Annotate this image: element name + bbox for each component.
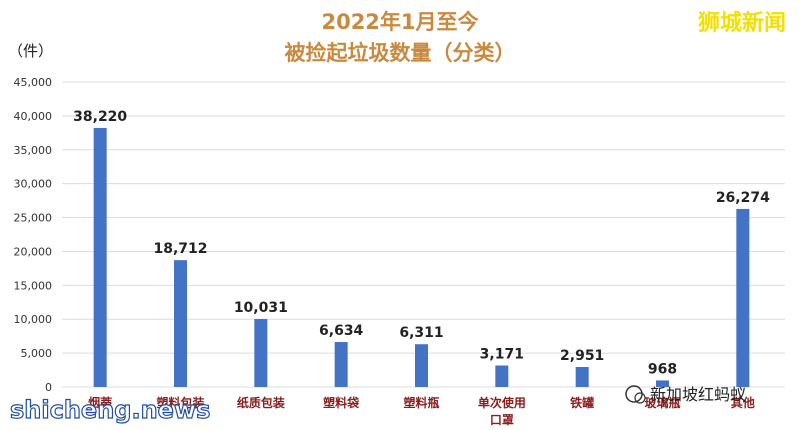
y-tick-label: 30,000	[14, 178, 53, 191]
x-tick-label: 铁罐	[570, 395, 594, 410]
x-tick-label: 玻璃瓶	[644, 395, 680, 410]
data-label: 3,171	[480, 347, 524, 363]
watermark-bottom-left: shicheng.news	[10, 396, 210, 424]
y-tick-label: 45,000	[14, 76, 53, 89]
wechat-icon-small	[634, 392, 646, 404]
x-tick-label: 纸质包装	[237, 395, 285, 410]
data-label: 26,274	[716, 190, 770, 206]
y-tick-label: 15,000	[14, 279, 53, 292]
x-tick-label: 塑料袋	[323, 395, 360, 410]
chart-title: 2022年1月至今	[321, 10, 478, 34]
chart-subtitle: 被捡起垃圾数量（分类）	[285, 41, 516, 65]
watermark-bottom-right-text: 新加坡红蚂蚁	[650, 385, 746, 404]
data-label: 18,712	[153, 241, 207, 257]
y-tick-label: 5,000	[21, 347, 53, 360]
bar	[334, 342, 348, 387]
bar	[495, 365, 509, 387]
data-label: 2,951	[560, 348, 604, 364]
bar	[93, 127, 107, 387]
bar	[174, 260, 187, 387]
x-tick-label: 塑料包装	[156, 395, 204, 410]
y-tick-label: 20,000	[14, 245, 53, 258]
data-label: 38,220	[73, 109, 127, 125]
data-label: 10,031	[234, 300, 288, 316]
y-tick-label: 10,000	[14, 313, 53, 326]
y-tick-label: 0	[45, 381, 52, 394]
watermark-top-right: 狮城新闻	[698, 10, 786, 36]
watermark-bottom-right: 新加坡红蚂蚁	[625, 385, 746, 404]
x-tick-label: 烟蒂	[88, 395, 112, 410]
x-tick-label: 单次使用	[478, 395, 526, 410]
bar	[656, 380, 669, 387]
bars	[93, 127, 750, 387]
data-labels: 38,220 18,712 10,031 6,634 6,311 3,171 2,951 96…	[73, 109, 770, 377]
y-tick-label: 25,000	[14, 212, 53, 225]
bar	[254, 319, 268, 387]
bar	[575, 366, 589, 387]
y-axis-unit-label: （件）	[8, 42, 53, 60]
y-tick-label: 35,000	[14, 144, 53, 157]
gridlines	[62, 81, 785, 388]
data-label: 6,634	[319, 323, 364, 339]
wechat-icon	[625, 385, 643, 403]
data-label: 968	[648, 361, 677, 377]
bar	[415, 344, 428, 387]
bar	[736, 208, 750, 387]
y-tick-label: 40,000	[14, 110, 53, 123]
data-label: 6,311	[399, 325, 443, 341]
y-axis-ticks: 0 5,000 10,000 15,000 20,000 25,000 30,000 35,0…	[14, 76, 53, 394]
x-tick-label: 口罩	[490, 413, 514, 427]
x-tick-label: 塑料瓶	[403, 395, 439, 410]
x-tick-label: 其他	[731, 395, 755, 410]
